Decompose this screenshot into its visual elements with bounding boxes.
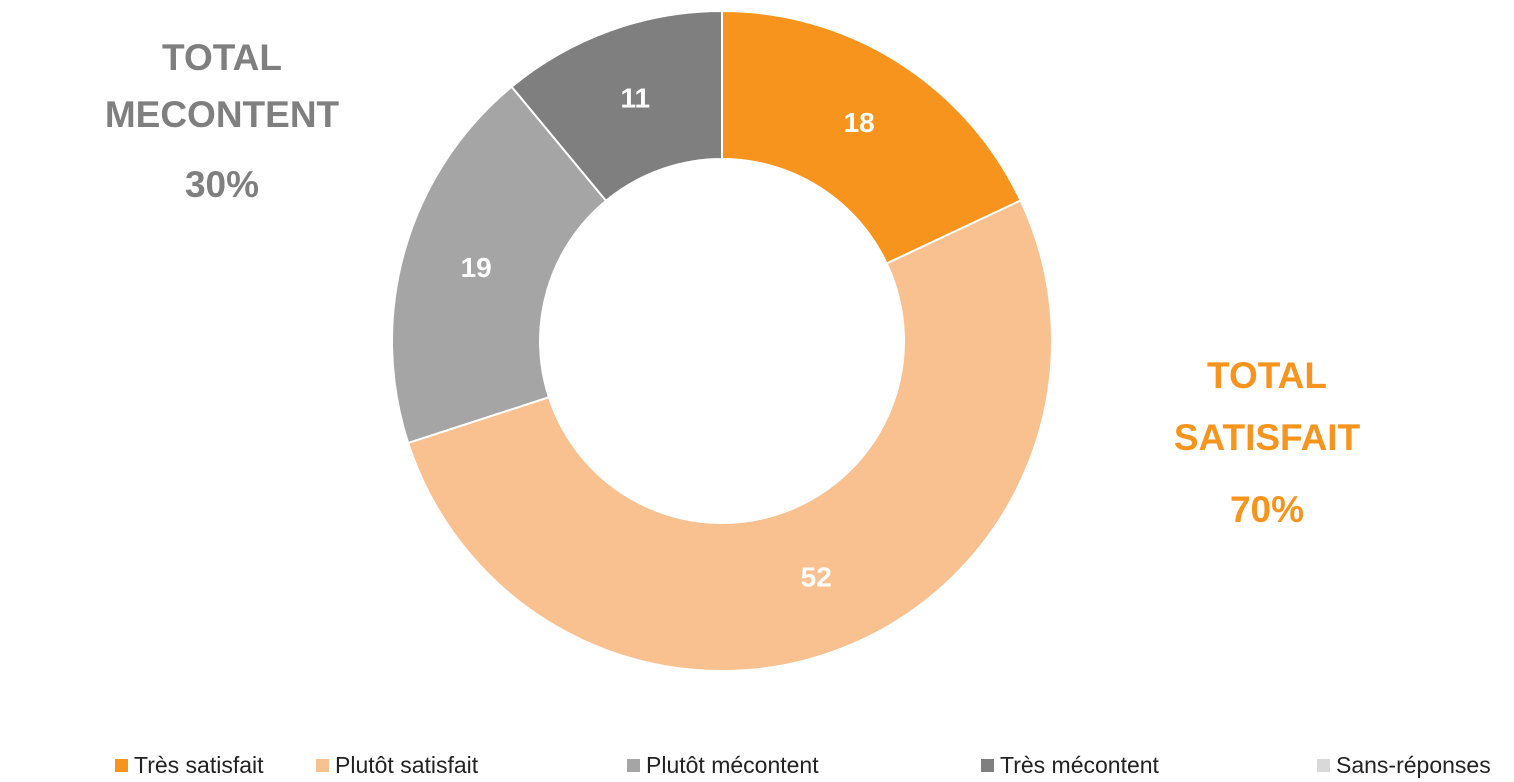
legend-label: Très mécontent [1000,752,1160,778]
legend-label: Plutôt satisfait [335,752,479,778]
legend-swatch [981,759,994,772]
data-label: 52 [801,561,832,592]
legend-swatch [1317,759,1330,772]
annotation: TOTAL [162,37,282,78]
legend-swatch [316,759,329,772]
legend-label: Très satisfait [134,752,264,778]
annotation: 30% [185,164,259,205]
slice [510,9,723,203]
data-label: 11 [620,83,650,114]
slice [391,85,608,445]
annotation: SATISFAIT [1174,417,1361,458]
slice [721,9,1022,265]
annotation: MECONTENT [105,94,340,135]
annotation: 70% [1230,489,1304,530]
data-label: 18 [844,107,875,138]
annotation: TOTAL [1207,355,1327,396]
data-label: 19 [461,252,492,283]
legend-label: Sans-réponses [1336,752,1491,778]
legend-label: Plutôt mécontent [646,752,819,778]
slice [406,199,1053,672]
legend-swatch [115,759,128,772]
legend-swatch [627,759,640,772]
